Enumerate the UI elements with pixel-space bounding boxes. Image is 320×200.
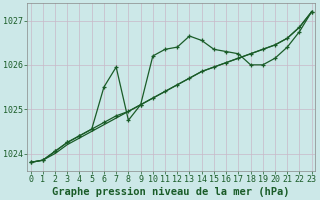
X-axis label: Graphe pression niveau de la mer (hPa): Graphe pression niveau de la mer (hPa) — [52, 187, 290, 197]
